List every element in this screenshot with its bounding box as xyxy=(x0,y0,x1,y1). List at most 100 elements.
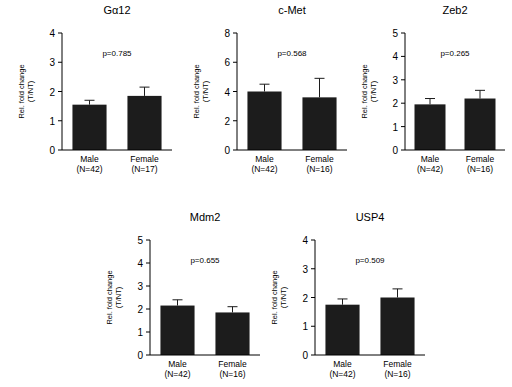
error-bar xyxy=(338,299,348,305)
y-tick-label: 1 xyxy=(137,327,143,338)
bar xyxy=(325,305,359,355)
bar xyxy=(215,312,249,355)
panel: Mdm2p=0.655012345Male(N=42)Female(N=16)R… xyxy=(105,211,260,379)
y-tick xyxy=(233,62,237,63)
error-bar xyxy=(315,78,325,97)
x-tick-label: Female(N=16) xyxy=(305,154,334,174)
y-tick xyxy=(401,79,405,80)
y-tick xyxy=(233,33,237,34)
error-bar xyxy=(260,84,270,91)
error-bar xyxy=(85,100,95,104)
y-tick xyxy=(401,33,405,34)
error-bar xyxy=(140,87,150,96)
error-bar xyxy=(393,289,403,298)
plot-area xyxy=(160,300,249,355)
plot-area xyxy=(415,90,496,150)
y-tick-label: 0 xyxy=(137,350,143,361)
y-tick xyxy=(146,355,150,356)
y-tick xyxy=(311,297,315,298)
x-tick-label: Female(N=17) xyxy=(130,154,159,174)
y-axis-label: Rel. fold change(T/NT) xyxy=(360,64,378,118)
y-tick-label: 2 xyxy=(302,293,308,304)
y-tick-label: 4 xyxy=(392,51,398,62)
y-tick xyxy=(58,150,62,151)
y-tick-label: 2 xyxy=(49,87,55,98)
x-tick-label: Female(N=16) xyxy=(218,359,247,379)
y-tick-label: 5 xyxy=(137,235,143,246)
error-bar xyxy=(173,300,183,306)
x-tick-label: Female(N=16) xyxy=(466,154,495,174)
bar xyxy=(415,104,446,150)
y-tick xyxy=(58,62,62,63)
panel: USP4 p=0.509 0 1 2 3 4 Male(N=42) Female(N=16) Re… xyxy=(270,211,425,379)
y-tick xyxy=(401,56,405,57)
y-tick xyxy=(311,355,315,356)
bar xyxy=(160,306,194,355)
y-tick xyxy=(146,263,150,264)
x-tick-label: Male(N=42) xyxy=(417,154,443,174)
y-tick-label: 0 xyxy=(224,145,230,156)
y-tick xyxy=(146,286,150,287)
y-tick-label: 3 xyxy=(49,57,55,68)
plot-area xyxy=(72,87,161,150)
y-tick xyxy=(58,120,62,121)
x-tick-label: Male(N=42) xyxy=(329,359,355,379)
y-tick xyxy=(233,150,237,151)
error-bar xyxy=(425,99,435,105)
y-tick-label: 1 xyxy=(302,321,308,332)
plot-area xyxy=(247,78,336,150)
y-tick-label: 3 xyxy=(137,281,143,292)
y-axis-label: Rel. fold change(T/NT) xyxy=(192,64,210,118)
y-tick xyxy=(146,240,150,241)
bar xyxy=(465,99,496,150)
x-tick-label: Male(N=42) xyxy=(251,154,277,174)
y-tick xyxy=(311,268,315,269)
x-axis xyxy=(315,355,425,356)
x-axis xyxy=(237,150,347,151)
panel: Zeb2 p=0.265 0 1 2 3 4 5 Male(N=42) Female(N=16) R… xyxy=(360,4,505,174)
x-tick-label: Female(N=16) xyxy=(383,359,412,379)
y-tick-label: 1 xyxy=(392,122,398,133)
y-tick xyxy=(401,126,405,127)
y-axis-label: Rel. fold change(T/NT) xyxy=(17,64,35,118)
y-tick xyxy=(311,240,315,241)
p-value: p=0.509 xyxy=(355,256,385,265)
y-tick xyxy=(58,91,62,92)
p-value: p=0.568 xyxy=(277,49,307,58)
y-tick-label: 3 xyxy=(302,264,308,275)
error-bar xyxy=(228,307,238,313)
y-tick-label: 3 xyxy=(392,75,398,86)
y-tick-label: 0 xyxy=(392,145,398,156)
title: USP4 xyxy=(356,211,385,223)
y-tick-label: 4 xyxy=(49,28,55,39)
y-tick-label: 2 xyxy=(224,116,230,127)
plot-area xyxy=(325,289,414,355)
y-tick-label: 4 xyxy=(302,235,308,246)
y-tick xyxy=(233,91,237,92)
y-axis xyxy=(405,33,406,150)
y-tick-label: 5 xyxy=(392,28,398,39)
title: Zeb2 xyxy=(442,4,467,16)
y-tick-label: 6 xyxy=(224,57,230,68)
x-axis xyxy=(405,150,505,151)
y-tick-label: 4 xyxy=(137,258,143,269)
y-tick xyxy=(146,332,150,333)
p-value: p=0.655 xyxy=(190,256,220,265)
x-axis xyxy=(62,150,172,151)
panel: Gα12p=0.78501234Male(N=42)Female(N=17)Re… xyxy=(17,4,172,174)
y-tick-label: 2 xyxy=(137,304,143,315)
y-tick-label: 0 xyxy=(302,350,308,361)
y-tick xyxy=(401,103,405,104)
x-tick-label: Male(N=42) xyxy=(76,154,102,174)
p-value: p=0.265 xyxy=(440,49,470,58)
x-tick-label: Male(N=42) xyxy=(164,359,190,379)
bar xyxy=(302,97,336,150)
x-axis xyxy=(150,355,260,356)
panel: c-Metp=0.56802468Male(N=42)Female(N=16)R… xyxy=(192,4,347,174)
y-tick-label: 8 xyxy=(224,28,230,39)
y-tick-label: 2 xyxy=(392,98,398,109)
y-tick xyxy=(58,33,62,34)
p-value: p=0.785 xyxy=(102,49,132,58)
y-axis-label: Rel. fold change(T/NT) xyxy=(270,270,288,324)
bar xyxy=(247,92,281,151)
